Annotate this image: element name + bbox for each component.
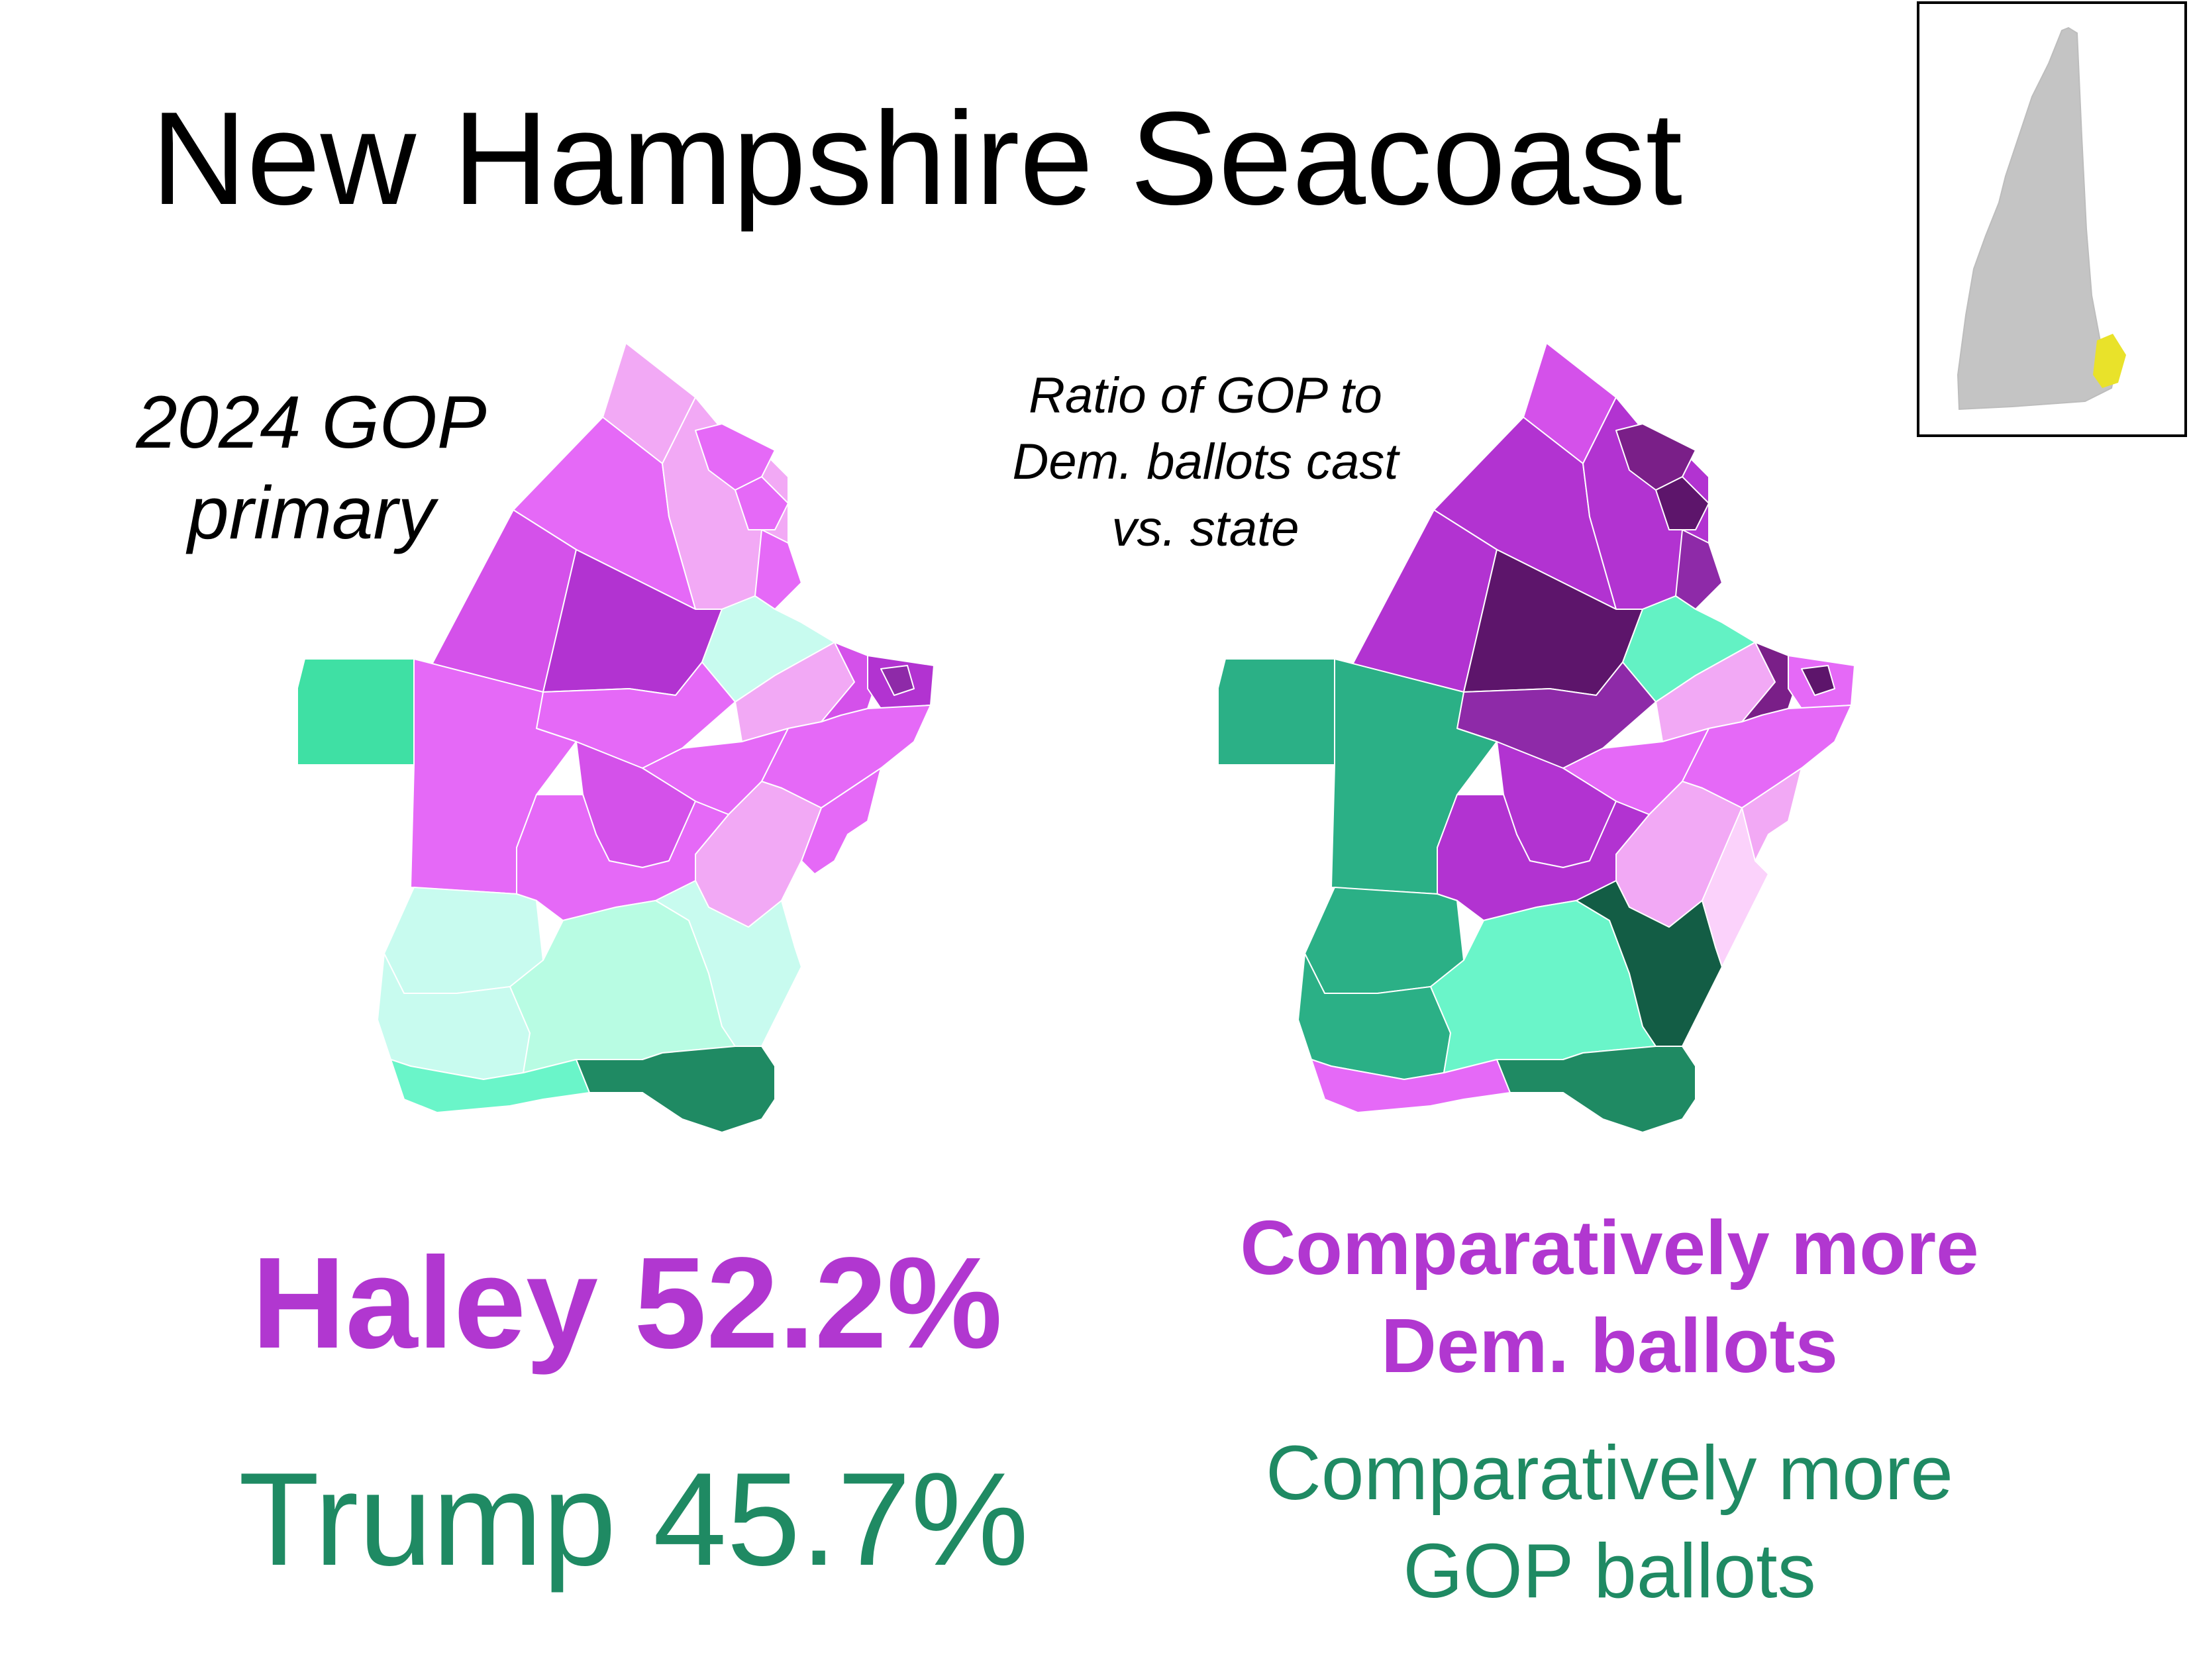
town-region — [801, 767, 882, 875]
seacoast-highlight — [2093, 334, 2126, 388]
town-region — [880, 665, 915, 696]
town-region — [1496, 1046, 1696, 1133]
town-region — [1801, 665, 1835, 696]
dem-ballots-legend: Comparatively more Dem. ballots — [1240, 1205, 1979, 1389]
right-map-label: Ratio of GOP to Dem. ballots cast vs. st… — [1012, 368, 1399, 557]
town-region — [1702, 807, 1769, 967]
left-map-label: 2024 GOP primary — [136, 381, 487, 554]
state-shape — [1957, 26, 2118, 411]
gop-ballots-legend: Comparatively more GOP ballots — [1266, 1430, 1953, 1614]
trump-result: Trump 45.7% — [238, 1446, 1029, 1593]
town-region — [655, 880, 802, 1047]
town-region — [1304, 887, 1464, 994]
town-region — [754, 529, 802, 610]
town-region — [576, 1046, 776, 1133]
page-title: New Hampshire Seacoast — [151, 85, 1683, 232]
town-region — [383, 887, 544, 994]
ballot-ratio-map — [1219, 342, 1855, 1133]
town-region — [1675, 529, 1723, 610]
town-region — [298, 658, 415, 766]
inset-locator-map — [1917, 1, 2187, 437]
town-region — [1576, 880, 1723, 1047]
haley-result: Haley 52.2% — [252, 1230, 1003, 1375]
new-hampshire-outline — [1957, 26, 2126, 411]
gop-primary-map — [298, 342, 935, 1133]
town-region — [735, 476, 789, 530]
town-region — [1219, 658, 1335, 766]
town-region — [1655, 476, 1709, 530]
